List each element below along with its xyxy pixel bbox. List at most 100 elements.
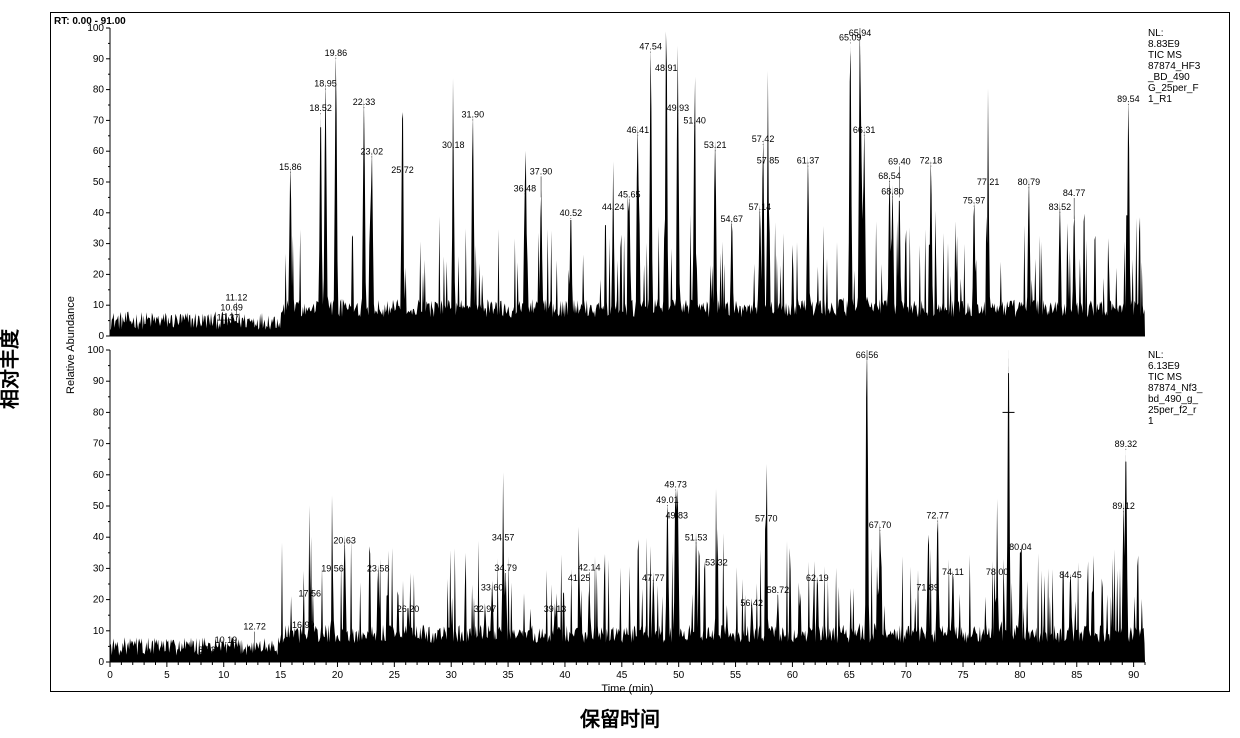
- svg-text:10: 10: [93, 626, 105, 637]
- panel2-nl-info: NL:6.13E9TIC MS87874_Nf3_bd_490_g_25per_…: [1148, 350, 1220, 427]
- svg-text:23.02: 23.02: [361, 146, 384, 156]
- svg-text:50: 50: [673, 670, 685, 681]
- svg-text:66.56: 66.56: [856, 350, 879, 360]
- svg-text:67.70: 67.70: [869, 520, 892, 530]
- svg-text:71.89: 71.89: [916, 582, 939, 592]
- svg-text:17.56: 17.56: [298, 589, 321, 599]
- svg-text:53.32: 53.32: [705, 557, 728, 567]
- svg-text:60: 60: [93, 470, 105, 481]
- svg-text:36.48: 36.48: [514, 183, 537, 193]
- svg-text:54.67: 54.67: [721, 214, 744, 224]
- svg-text:40: 40: [93, 532, 105, 543]
- svg-text:80: 80: [93, 407, 105, 418]
- svg-text:75: 75: [957, 670, 969, 681]
- svg-text:10: 10: [93, 300, 105, 311]
- svg-text:5: 5: [164, 670, 170, 681]
- svg-text:26.20: 26.20: [397, 604, 420, 614]
- svg-text:19.56: 19.56: [321, 564, 344, 574]
- svg-text:40.52: 40.52: [560, 208, 583, 218]
- svg-text:18.95: 18.95: [314, 79, 337, 89]
- svg-text:19.86: 19.86: [325, 48, 348, 58]
- svg-text:57.70: 57.70: [755, 514, 778, 524]
- svg-text:57.42: 57.42: [752, 134, 775, 144]
- svg-text:20: 20: [93, 269, 105, 280]
- svg-text:74.11: 74.11: [942, 567, 964, 577]
- svg-text:41.25: 41.25: [568, 573, 591, 583]
- svg-text:20: 20: [93, 595, 105, 606]
- svg-text:30: 30: [93, 563, 105, 574]
- svg-text:70: 70: [93, 439, 105, 450]
- svg-text:83.52: 83.52: [1049, 202, 1072, 212]
- svg-text:49.93: 49.93: [667, 103, 690, 113]
- svg-text:47.54: 47.54: [639, 42, 662, 52]
- svg-text:84.77: 84.77: [1063, 188, 1086, 198]
- svg-text:90: 90: [93, 376, 105, 387]
- svg-text:0: 0: [98, 331, 104, 342]
- svg-text:30: 30: [93, 239, 105, 250]
- svg-text:78.00: 78.00: [986, 567, 1009, 577]
- svg-text:49.01: 49.01: [656, 495, 679, 505]
- svg-text:49.73: 49.73: [664, 479, 687, 489]
- svg-text:80: 80: [93, 85, 105, 96]
- svg-text:30.18: 30.18: [442, 140, 465, 150]
- svg-text:45.65: 45.65: [618, 189, 641, 199]
- svg-text:47.77: 47.77: [642, 573, 665, 583]
- svg-text:12.72: 12.72: [243, 622, 266, 632]
- svg-text:65.94: 65.94: [849, 28, 872, 38]
- svg-text:51.40: 51.40: [683, 116, 706, 126]
- svg-text:23.58: 23.58: [367, 564, 390, 574]
- svg-text:25: 25: [389, 670, 401, 681]
- svg-text:89.54: 89.54: [1117, 94, 1140, 104]
- svg-text:62.19: 62.19: [806, 573, 829, 583]
- svg-text:32.97: 32.97: [474, 604, 497, 614]
- svg-text:53.21: 53.21: [704, 140, 727, 150]
- svg-text:34.57: 34.57: [492, 532, 515, 542]
- svg-text:72.18: 72.18: [920, 156, 943, 166]
- svg-text:22.33: 22.33: [353, 97, 376, 107]
- svg-text:80: 80: [1014, 670, 1026, 681]
- svg-text:39.13: 39.13: [544, 604, 567, 614]
- svg-text:49.83: 49.83: [665, 511, 688, 521]
- svg-text:40: 40: [93, 208, 105, 219]
- svg-text:16.99: 16.99: [292, 620, 315, 630]
- svg-text:89.32: 89.32: [1115, 439, 1138, 449]
- svg-text:0: 0: [98, 657, 104, 668]
- chromatogram-svg: 010203040506070809010010.3710.6911.1215.…: [0, 0, 1240, 738]
- svg-text:50: 50: [93, 177, 105, 188]
- svg-text:70: 70: [901, 670, 913, 681]
- svg-text:50: 50: [93, 501, 105, 512]
- svg-text:68.80: 68.80: [881, 186, 904, 196]
- svg-text:90: 90: [1128, 670, 1140, 681]
- svg-text:Time (min): Time (min): [601, 683, 653, 695]
- svg-text:58.72: 58.72: [767, 585, 790, 595]
- svg-text:77.21: 77.21: [977, 177, 1000, 187]
- svg-text:15: 15: [275, 670, 287, 681]
- svg-text:45: 45: [616, 670, 628, 681]
- svg-text:15.86: 15.86: [279, 162, 302, 172]
- svg-text:10.69: 10.69: [220, 303, 243, 313]
- svg-text:75.97: 75.97: [963, 196, 986, 206]
- svg-text:40: 40: [559, 670, 571, 681]
- svg-text:65: 65: [844, 670, 856, 681]
- svg-text:89.12: 89.12: [1112, 501, 1135, 511]
- svg-text:84.45: 84.45: [1059, 570, 1082, 580]
- svg-text:10: 10: [218, 670, 230, 681]
- svg-text:68.54: 68.54: [878, 171, 901, 181]
- svg-text:61.37: 61.37: [797, 156, 820, 166]
- svg-text:57.85: 57.85: [757, 156, 780, 166]
- svg-text:85: 85: [1071, 670, 1083, 681]
- svg-text:55: 55: [730, 670, 742, 681]
- svg-text:80.79: 80.79: [1018, 177, 1041, 187]
- figure-container: 相对丰度 保留时间 RT: 0.00 - 91.00 0102030405060…: [0, 0, 1240, 738]
- svg-text:20: 20: [332, 670, 344, 681]
- svg-text:10.37: 10.37: [217, 313, 240, 323]
- svg-text:18.52: 18.52: [309, 103, 332, 113]
- svg-text:Relative Abundance: Relative Abundance: [65, 296, 77, 394]
- svg-text:11.12: 11.12: [226, 293, 248, 303]
- svg-text:31.90: 31.90: [462, 109, 485, 119]
- svg-text:90: 90: [93, 54, 105, 65]
- svg-text:72.77: 72.77: [926, 511, 949, 521]
- svg-text:51.53: 51.53: [685, 532, 708, 542]
- svg-text:37.90: 37.90: [530, 166, 553, 176]
- svg-text:20.63: 20.63: [333, 536, 356, 546]
